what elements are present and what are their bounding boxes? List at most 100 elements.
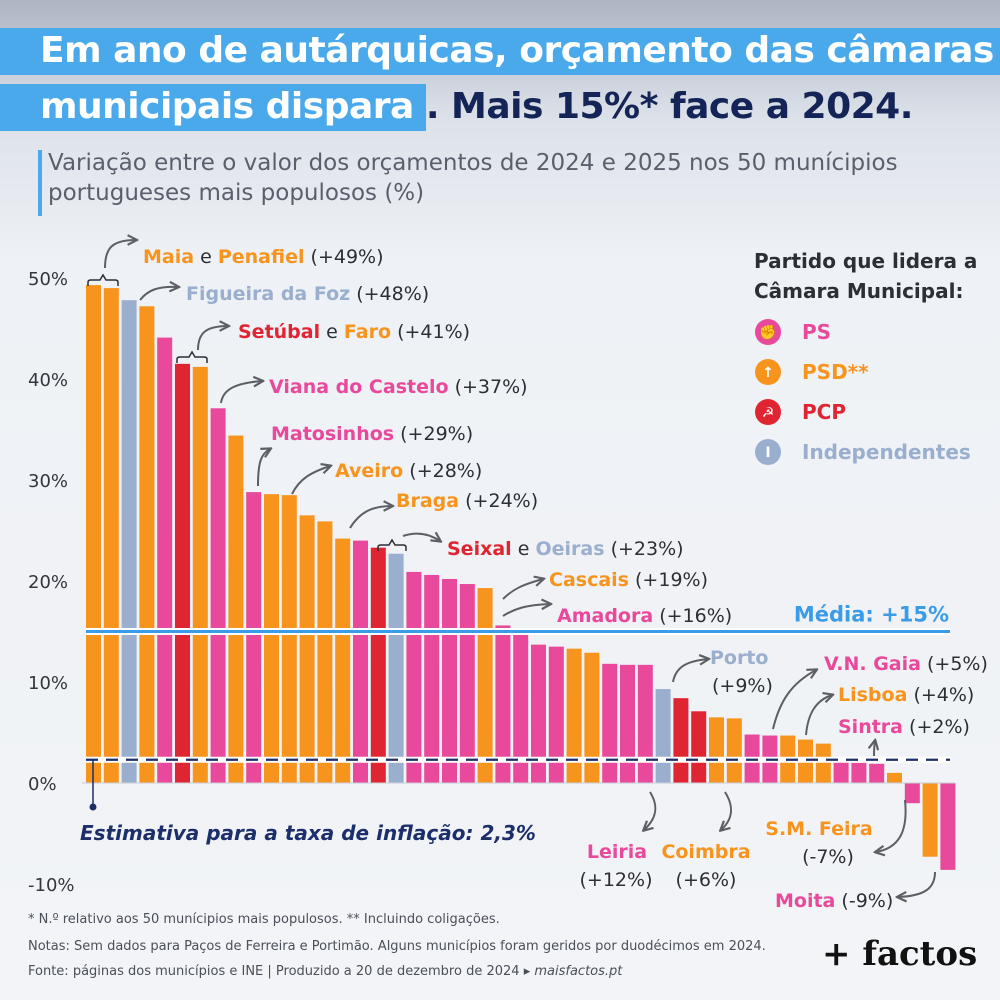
annotation-part: e (194, 246, 218, 268)
bar (869, 763, 885, 783)
annotation-part: Viana do Castelo (269, 376, 449, 398)
bar (691, 711, 707, 783)
annotation-part: (+28%) (403, 460, 482, 482)
bar (922, 783, 938, 857)
annotation-part: (+19%) (629, 569, 708, 591)
bar (139, 306, 155, 783)
source-text: Fonte: páginas dos municípios e INE | Pr… (28, 964, 524, 979)
annotation-part: S.M. Feira (765, 818, 872, 840)
title-highlight-2: municipais dispara (0, 84, 426, 131)
annotation-part: Oeiras (535, 538, 604, 560)
annotation-part: (-9%) (835, 890, 893, 912)
annotation-arrow (644, 791, 657, 830)
play-arrow-icon: ▸ (523, 964, 535, 979)
annotation-label: (+9%) (712, 675, 773, 697)
bar (548, 646, 564, 783)
annotation-part: Cascais (549, 569, 629, 591)
legend-label: Independentes (802, 440, 971, 464)
annotation-label: Amadora (+16%) (557, 605, 732, 627)
annotation-arrow (502, 579, 543, 600)
annotation-part: e (320, 321, 344, 343)
annotation-part: (+48%) (350, 283, 429, 305)
annotation-part: (+29%) (394, 423, 473, 445)
bar (157, 337, 173, 783)
legend-title: Partido que lidera a (754, 249, 977, 273)
y-tick-label: 20% (28, 572, 68, 593)
annotation-arrow (672, 659, 708, 683)
subtitle: Variação entre o valor dos orçamentos de… (48, 150, 898, 206)
annotation-part: (+9%) (712, 675, 773, 697)
annotation-part: Coimbra (661, 841, 750, 863)
annotation-label: Lisboa (+4%) (838, 684, 974, 706)
annotation-part: (+6%) (676, 869, 737, 891)
annotation-part: (+37%) (449, 376, 528, 398)
bar (388, 553, 404, 783)
annotation-arrow (805, 695, 832, 736)
annotation-arrow (502, 604, 550, 617)
bar (442, 578, 457, 783)
inflation-pointer-dot (89, 803, 97, 811)
bar (815, 743, 831, 783)
footnote-1: * N.º relativo aos 50 munícipios mais po… (28, 912, 500, 927)
annotation-label: S.M. Feira (765, 818, 872, 840)
annotation-label: Maia e Penafiel (+49%) (143, 246, 384, 268)
annotation-part: Amadora (557, 605, 653, 627)
bar (726, 718, 742, 783)
annotation-part: (-7%) (802, 846, 854, 868)
title-line-1: Em ano de autárquicas, orçamento das câm… (0, 28, 1000, 75)
bar (851, 762, 867, 783)
annotation-arrow (402, 534, 440, 541)
annotation-label: Porto (710, 647, 768, 669)
annotation-label: Setúbal e Faro (+41%) (238, 321, 470, 343)
annotation-arrow (349, 506, 392, 529)
pair-bracket (176, 350, 208, 363)
bar (887, 772, 902, 783)
source-link[interactable]: maisfactos.pt (534, 964, 623, 979)
annotation-arrow (104, 240, 136, 269)
annotation-part: Moita (775, 890, 835, 912)
annotation-part: (+41%) (391, 321, 470, 343)
annotation-part: (+4%) (907, 684, 974, 706)
bar (246, 492, 262, 783)
bar (192, 366, 208, 783)
annotation-part: Braga (396, 490, 459, 512)
y-tick-label: 30% (28, 471, 68, 492)
bar (335, 538, 351, 783)
pair-bracket (377, 538, 407, 551)
bar (370, 547, 386, 783)
annotation-arrow (197, 326, 228, 351)
annotation-label: Moita (-9%) (775, 890, 893, 912)
bar (299, 515, 315, 783)
annotation-label: (-7%) (802, 846, 854, 868)
bar (264, 494, 279, 783)
annotation-part: Penafiel (218, 246, 305, 268)
annotation-part: Sintra (838, 716, 903, 738)
annotation-label: (+6%) (676, 869, 737, 891)
annotation-arrow (898, 871, 936, 897)
annotation-part: Figueira da Foz (186, 283, 350, 305)
i-icon (755, 439, 781, 465)
bar (584, 652, 600, 783)
psd-arrow-icon: ↑ (762, 365, 774, 381)
bar (317, 521, 333, 783)
rose-fist-icon: ✊ (759, 324, 776, 341)
bar (86, 285, 101, 783)
annotation-part: (+24%) (459, 490, 538, 512)
bar (833, 758, 849, 783)
annotation-part: Lisboa (838, 684, 907, 706)
title-highlight-1: Em ano de autárquicas, orçamento das câm… (0, 28, 1000, 75)
bar (103, 288, 119, 783)
annotation-label: Aveiro (+28%) (335, 460, 482, 482)
annotation-arrow (257, 449, 270, 487)
bar (940, 783, 956, 870)
y-tick-label: 40% (28, 370, 68, 391)
annotation-part: Leiria (587, 841, 647, 863)
brand-logo: + factos (822, 934, 978, 974)
hammer-sickle-icon: ☭ (762, 405, 775, 421)
annotation-part: (+16%) (653, 605, 732, 627)
bar (121, 300, 137, 783)
bar (637, 664, 653, 783)
bar (175, 363, 190, 783)
annotation-label: (+12%) (580, 869, 653, 891)
